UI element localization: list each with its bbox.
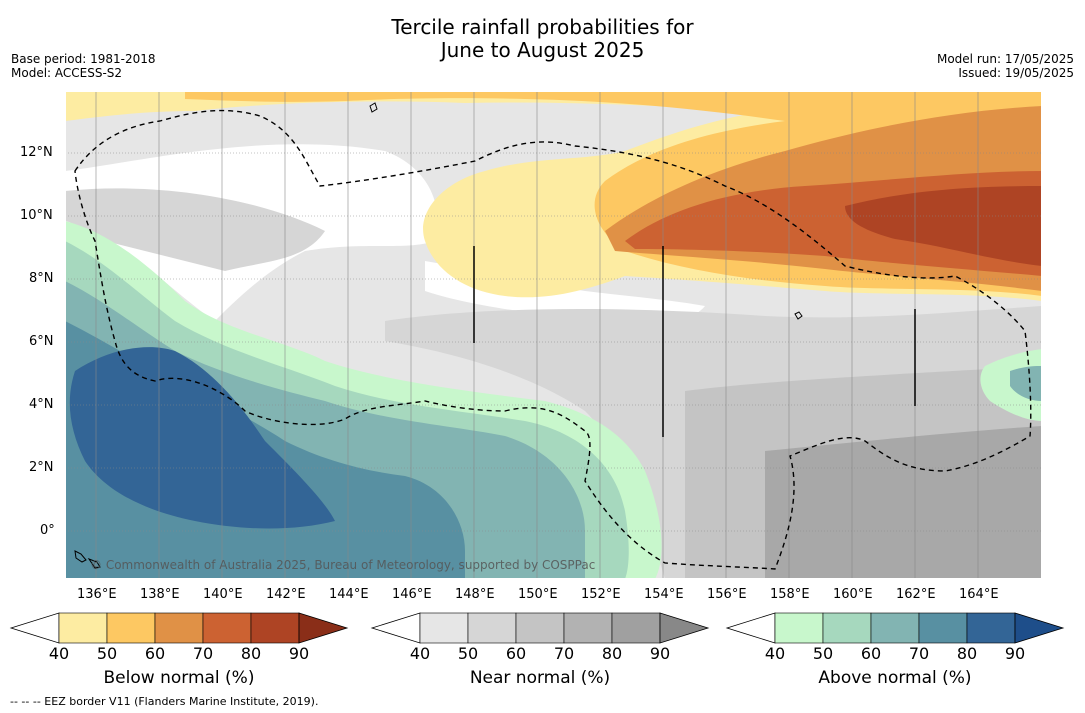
colorbar-segment [58,612,108,644]
colorbar-segment [467,612,517,644]
lon-label: 136°E [77,587,117,602]
near-normal-label: Near normal (%) [469,668,611,688]
lon-label: 152°E [581,587,621,602]
colorbar-segment [563,612,613,644]
below-normal-label: Below normal (%) [103,668,255,688]
colorbar-under-triangle [725,612,776,644]
near-tick: 60 [505,644,527,663]
island-outlines [74,102,803,569]
above-tick: 60 [860,644,882,663]
below-tick: 80 [240,644,262,663]
colorbar-below-normal [9,612,349,644]
eez-border [74,109,1032,570]
near-normal-50-west [65,188,325,271]
below-tick: 40 [48,644,70,663]
above-normal-east-60 [1010,366,1042,401]
lon-label: 156°E [707,587,747,602]
lon-label: 162°E [896,587,936,602]
below-tick: 50 [96,644,118,663]
colorbar-segment [419,612,469,644]
lon-label: 150°E [518,587,558,602]
below-normal-80-90 [845,186,1042,266]
near-tick: 70 [553,644,575,663]
colorbar-above-normal [725,612,1065,644]
colorbar-legend [9,612,1065,644]
map-gridlines [65,91,1042,579]
colorbar-under-triangle [9,612,60,644]
lat-label: 2°N [29,460,54,475]
above-normal-label: Above normal (%) [818,668,972,688]
base-period: Base period: 1981-2018 [11,52,156,66]
lat-label: 12°N [20,145,53,160]
colorbar-segment [250,612,300,644]
colorbar-segment [774,612,824,644]
lon-label: 154°E [644,587,684,602]
above-tick: 40 [764,644,786,663]
near-tick: 80 [601,644,623,663]
colorbar-segment [822,612,872,644]
below-tick: 90 [288,644,310,663]
lat-label: 6°N [29,334,54,349]
near-tick: 40 [409,644,431,663]
colorbar-segment [918,612,968,644]
colorbar-segment [966,612,1016,644]
lon-label: 164°E [959,587,999,602]
lon-label: 146°E [392,587,432,602]
lat-label: 10°N [20,208,53,223]
model-name: Model: ACCESS-S2 [11,66,123,80]
colorbar-under-triangle [370,612,421,644]
colorbar-segment [106,612,156,644]
above-tick: 80 [956,644,978,663]
lon-label: 144°E [329,587,369,602]
rainfall-probability-map [65,91,1042,579]
colorbar-segment [870,612,920,644]
lon-label: 160°E [833,587,873,602]
lat-label: 8°N [29,271,54,286]
issued-date: Issued: 19/05/2025 [958,66,1074,80]
above-tick: 90 [1004,644,1026,663]
colorbar-over-triangle [298,612,349,644]
lon-label: 158°E [770,587,810,602]
below-tick: 60 [144,644,166,663]
copyright-notice: © Commonwealth of Australia 2025, Bureau… [90,558,596,572]
map-title-line-2: June to August 2025 [440,38,645,62]
map-land-features [473,246,916,437]
colorbar-segment [611,612,661,644]
eez-border-note: -- -- -- EEZ border V11 (Flanders Marine… [10,695,319,708]
lon-label: 142°E [266,587,306,602]
colorbar-segment [202,612,252,644]
model-run-date: Model run: 17/05/2025 [936,52,1074,66]
lat-label: 0° [40,523,55,538]
lat-label: 4°N [29,397,54,412]
near-tick: 90 [649,644,671,663]
near-tick: 50 [457,644,479,663]
below-tick: 70 [192,644,214,663]
above-tick: 50 [812,644,834,663]
colorbar-over-triangle [1014,612,1065,644]
above-normal-80-90 [69,347,335,529]
above-tick: 70 [908,644,930,663]
map-title-line-1: Tercile rainfall probabilities for [391,15,694,39]
colorbar-segment [515,612,565,644]
lon-label: 140°E [203,587,243,602]
lon-label: 148°E [455,587,495,602]
colorbar-segment [154,612,204,644]
colorbar-near-normal [370,612,710,644]
lon-label: 138°E [140,587,180,602]
colorbar-over-triangle [659,612,710,644]
near-normal-70-southeast [765,426,1042,579]
